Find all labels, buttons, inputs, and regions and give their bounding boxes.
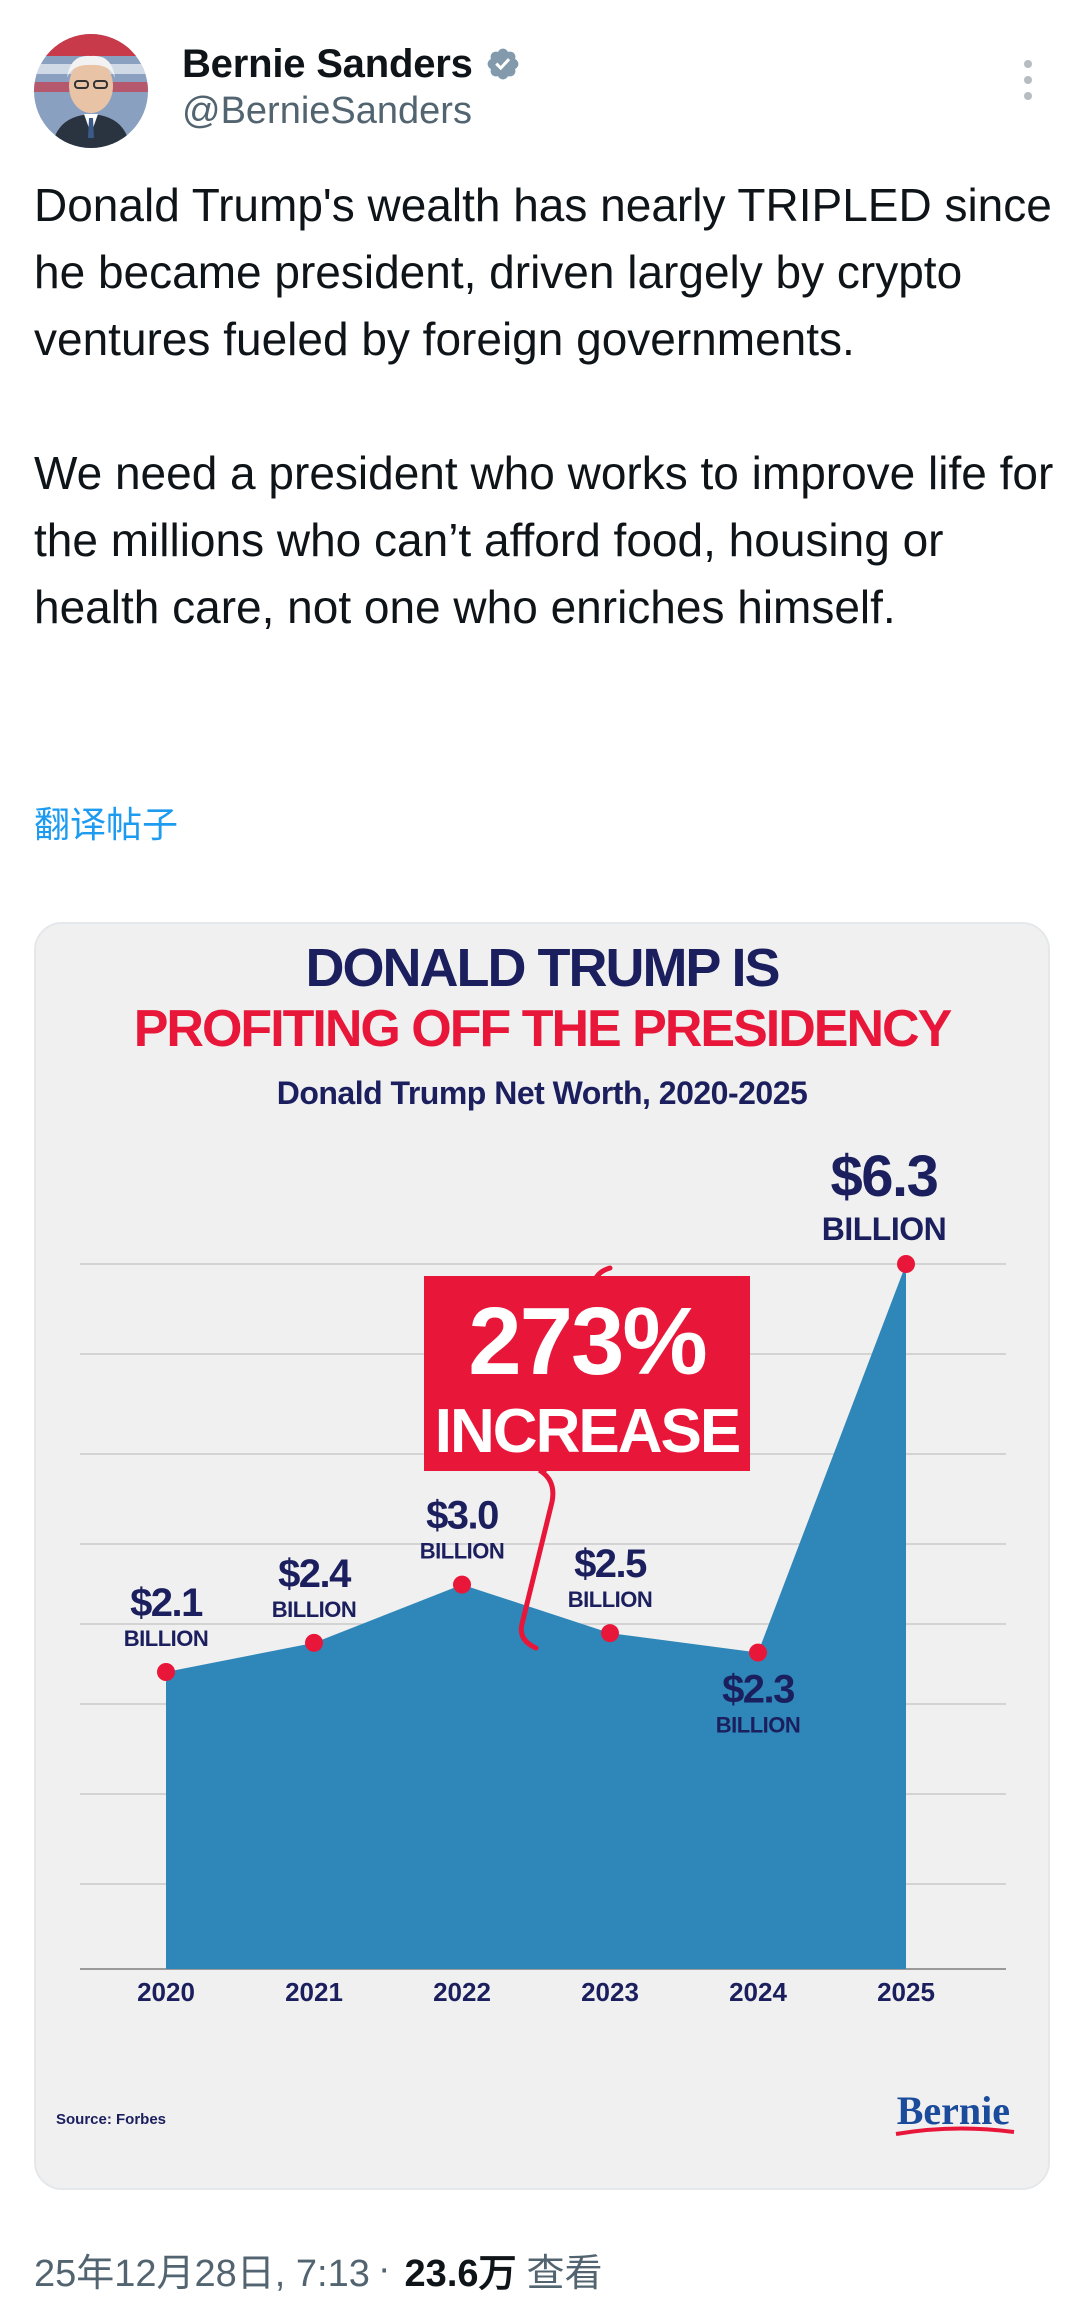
callout-percent: 273% [468,1288,706,1395]
author-handle[interactable]: @BernieSanders [182,90,472,132]
translate-post-link[interactable]: 翻译帖子 [34,804,179,845]
avatar[interactable] [34,34,148,148]
chart-data-points [157,1255,915,1681]
chart-subtitle: Donald Trump Net Worth, 2020-2025 [277,1075,808,1111]
data-point [305,1633,323,1652]
bernie-logo: Bernie [897,2088,1010,2133]
data-value-label: $2.1 [130,1581,203,1625]
data-value-label: $2.5 [574,1542,647,1586]
x-tick-label: 2025 [877,1977,935,2007]
author-name[interactable]: Bernie Sanders [182,41,473,86]
source-note: Source: Forbes [56,2111,166,2128]
more-options-icon[interactable] [1018,58,1038,102]
data-unit-label: BILLION [716,1713,801,1738]
chart-x-axis: 2020 2021 2022 2023 2024 2025 [137,1977,935,2007]
headline-line2: PROFITING OFF THE PRESIDENCY [134,1000,952,1058]
x-tick-label: 2021 [285,1977,343,2007]
data-point [897,1255,915,1273]
views-label: 查看 [526,2253,603,2295]
data-point [749,1643,767,1662]
data-value-label: $3.0 [426,1494,498,1538]
data-unit-label: BILLION [124,1626,209,1651]
bernie-logo-swoosh [895,2126,1015,2136]
data-value-label: $2.3 [722,1668,794,1712]
x-tick-label: 2022 [433,1977,491,2007]
headline-line1: DONALD TRUMP IS [305,938,778,998]
tweet-media-image[interactable]: DONALD TRUMP IS PROFITING OFF THE PRESID… [34,922,1050,2190]
data-point [601,1624,619,1643]
author-name-row[interactable]: Bernie Sanders [182,38,521,90]
data-unit-label: BILLION [568,1587,653,1612]
views-count[interactable]: 23.6万 [404,2253,517,2295]
tweet-timestamp[interactable]: 25年12月28日, 7:13 [34,2253,370,2295]
tweet-footer: 25年12月28日, 7:13 · 23.6万 查看 [34,2242,603,2297]
tweet-text: Donald Trump's wealth has nearly TRIPLED… [34,179,1054,633]
data-unit-label: BILLION [272,1597,357,1622]
x-tick-label: 2020 [137,1977,195,2007]
verified-badge-icon [487,48,519,80]
tweet-header: Bernie Sanders @BernieSanders [0,0,1080,160]
data-unit-label: BILLION [822,1211,946,1247]
avatar-photo-icon [34,34,148,148]
x-tick-label: 2023 [581,1977,639,2007]
data-value-label: $6.3 [831,1144,938,1209]
data-point [453,1575,471,1594]
increase-callout-box [424,1276,750,1471]
callout-word: INCREASE [435,1397,739,1466]
data-point [157,1663,175,1681]
data-value-label: $2.4 [278,1552,352,1596]
net-worth-chart: DONALD TRUMP IS PROFITING OFF THE PRESID… [56,938,1015,2136]
footer-separator: · [377,2248,391,2290]
data-unit-label: BILLION [420,1539,505,1564]
x-tick-label: 2024 [729,1977,787,2007]
chart-area-series [166,1264,906,1969]
